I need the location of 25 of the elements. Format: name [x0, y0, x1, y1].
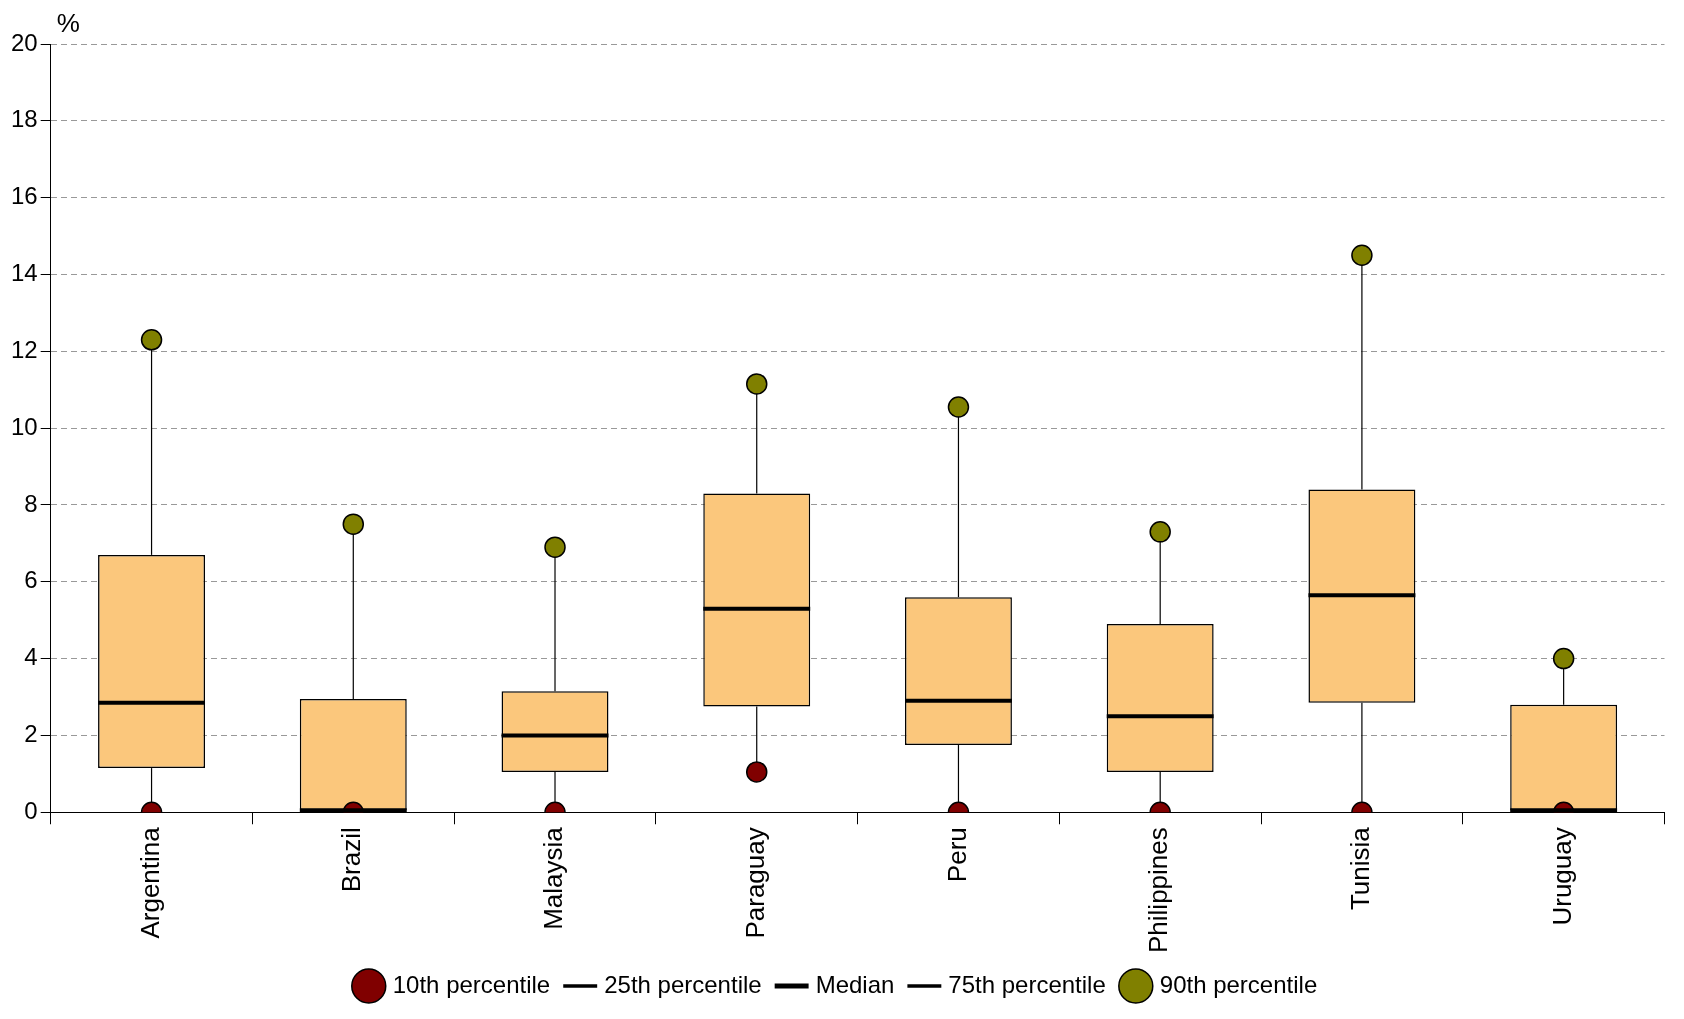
x-tick-label: Tunisia: [1345, 826, 1376, 911]
legend-label: 10th percentile: [392, 970, 551, 998]
legend-label: 75th percentile: [948, 970, 1106, 998]
x-tick-label: Peru: [941, 827, 972, 883]
y-tick-label: 20: [10, 28, 38, 56]
x-tick-label: Argentina: [134, 826, 165, 939]
y-tick-label: 4: [24, 643, 38, 671]
y-tick-label: 0: [24, 796, 38, 824]
y-tick-label: 10: [10, 412, 38, 440]
x-tick-label: Philippines: [1143, 827, 1174, 953]
y-tick-label: 14: [10, 259, 38, 287]
legend-label: Median: [815, 970, 895, 998]
x-tick-label: Uruguay: [1546, 827, 1577, 926]
y-tick-label: 18: [10, 105, 38, 133]
y-tick-label: 12: [10, 335, 38, 363]
y-tick-label: 16: [10, 182, 38, 210]
y-tick-label: 8: [24, 489, 38, 517]
y-axis-title: %: [56, 8, 80, 39]
x-tick-label: Malaysia: [538, 826, 569, 930]
x-tick-label: Brazil: [336, 827, 367, 893]
legend-label: 25th percentile: [604, 970, 762, 998]
x-tick-label: Paraguay: [739, 827, 770, 939]
y-tick-label: 6: [24, 566, 38, 594]
y-tick-label: 2: [24, 720, 38, 748]
legend-label: 90th percentile: [1159, 970, 1318, 998]
